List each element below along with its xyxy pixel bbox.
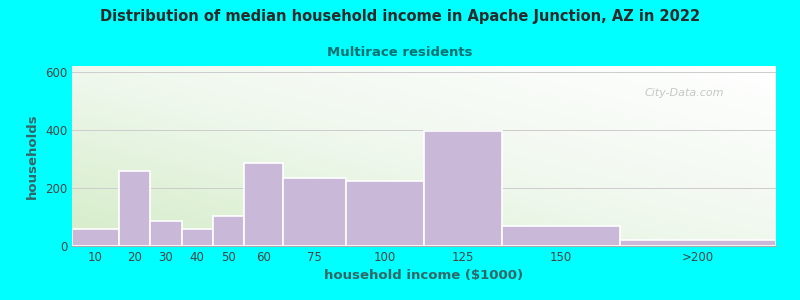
Text: City-Data.com: City-Data.com [645, 88, 724, 98]
Bar [502, 226, 619, 246]
Text: Multirace residents: Multirace residents [327, 46, 473, 59]
Bar [213, 215, 244, 246]
Bar [182, 229, 213, 246]
Bar [283, 178, 346, 246]
Bar [346, 181, 424, 246]
Bar [424, 131, 502, 246]
Y-axis label: households: households [26, 113, 39, 199]
Bar [119, 170, 150, 246]
Text: Distribution of median household income in Apache Junction, AZ in 2022: Distribution of median household income … [100, 9, 700, 24]
Bar [244, 163, 283, 246]
Bar [72, 229, 119, 246]
Bar [150, 221, 182, 246]
Bar [619, 240, 776, 246]
X-axis label: household income ($1000): household income ($1000) [325, 269, 523, 282]
